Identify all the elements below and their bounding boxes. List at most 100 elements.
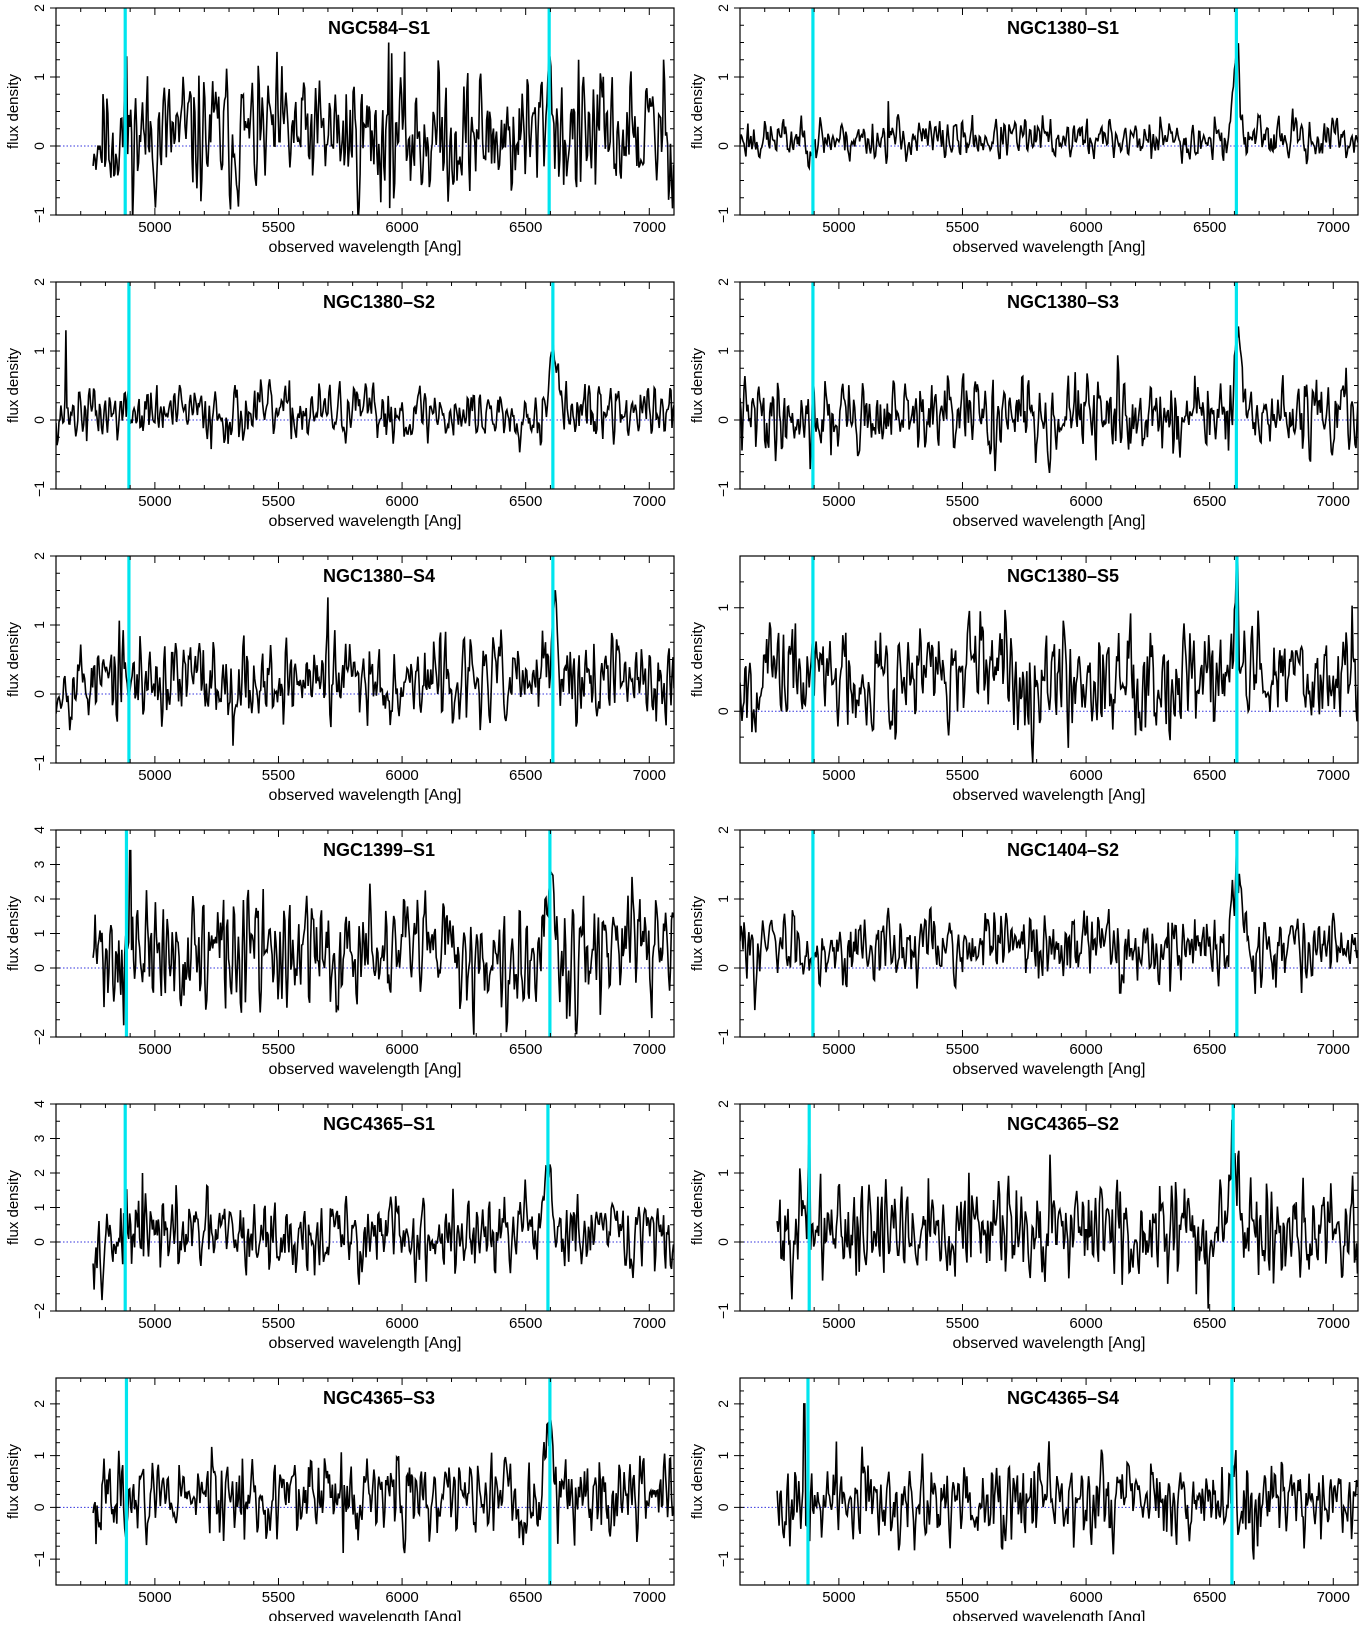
y-axis-label: flux density <box>689 621 706 697</box>
panel-title: NGC584–S1 <box>328 18 430 38</box>
x-axis-label: observed wavelength [Ang] <box>952 787 1145 804</box>
spectrum-line <box>740 851 1358 1011</box>
y-tick-label: 2 <box>715 826 731 834</box>
panel-3: 5000 5500 6000 6500 7000 −1 0 1 2 NGC1380–S2 obser… <box>5 278 675 530</box>
x-tick-label: 6500 <box>1193 767 1226 784</box>
x-tick-label: 6000 <box>385 493 418 510</box>
y-tick-label: 1 <box>715 347 731 355</box>
spectrum-line <box>776 1119 1358 1309</box>
y-axis-label: flux density <box>689 895 706 971</box>
y-tick-label: −1 <box>31 207 47 223</box>
x-tick-label: 6500 <box>1193 493 1226 510</box>
x-tick-label: 6000 <box>385 1589 418 1606</box>
x-tick-label: 7000 <box>1317 767 1350 784</box>
y-tick-label: 0 <box>31 416 47 424</box>
y-axis-label: flux density <box>5 621 22 697</box>
y-axis-label: flux density <box>5 1169 22 1245</box>
spectrum-line <box>92 1414 674 1554</box>
y-tick-label: 1 <box>31 1203 47 1211</box>
y-tick-label: 2 <box>715 4 731 12</box>
x-tick-label: 5000 <box>138 1041 171 1058</box>
panel-2: 5000 5500 6000 6500 7000 −1 0 1 2 NGC1380–S1 obser… <box>689 4 1359 256</box>
x-tick-label: 5000 <box>822 219 855 236</box>
x-axis-label: observed wavelength [Ang] <box>268 513 461 530</box>
y-tick-label: 2 <box>715 278 731 286</box>
x-tick-label: 5000 <box>822 1041 855 1058</box>
y-tick-label: 1 <box>31 929 47 937</box>
y-tick-label: 0 <box>715 142 731 150</box>
panel-8: 5000 5500 6000 6500 7000 −1 0 1 2 NGC1404–S2 obser… <box>689 826 1359 1078</box>
spectrum-line <box>56 330 674 453</box>
y-tick-label: 2 <box>715 1400 731 1408</box>
spectrum-line <box>740 556 1358 763</box>
panel-9: 5000 5500 6000 6500 7000 −2 0 1 2 3 4 NGC4365–S1 obs… <box>5 1100 675 1352</box>
x-tick-label: 7000 <box>633 1315 666 1332</box>
panel-title: NGC1380–S4 <box>323 566 435 586</box>
y-tick-label: 2 <box>31 1400 47 1408</box>
panel-1: 5000 5500 6000 6500 7000 −1 0 1 2 NGC584–S1 observ… <box>5 4 675 256</box>
x-tick-label: 6000 <box>385 767 418 784</box>
x-tick-label: 6000 <box>1069 219 1102 236</box>
plot-frame <box>739 7 1359 216</box>
panel-title: NGC1380–S2 <box>323 292 435 312</box>
y-tick-label: −1 <box>715 207 731 223</box>
y-tick-label: 2 <box>31 4 47 12</box>
y-tick-label: 0 <box>715 416 731 424</box>
x-tick-label: 7000 <box>633 493 666 510</box>
spectrum-line <box>56 590 674 746</box>
x-tick-label: 6500 <box>509 493 542 510</box>
x-tick-label: 7000 <box>1317 1315 1350 1332</box>
y-tick-label: 0 <box>715 707 731 715</box>
x-tick-label: 6000 <box>385 1041 418 1058</box>
x-axis-label: observed wavelength [Ang] <box>268 787 461 804</box>
x-tick-label: 5000 <box>822 493 855 510</box>
x-tick-label: 5000 <box>822 1315 855 1332</box>
x-axis-label: observed wavelength [Ang] <box>952 239 1145 256</box>
y-tick-label: −1 <box>715 481 731 497</box>
y-tick-label: 1 <box>715 1452 731 1460</box>
panel-12: 5000 5500 6000 6500 7000 −1 0 1 2 NGC4365–S4 obser… <box>689 1377 1359 1626</box>
x-tick-label: 5500 <box>946 1589 979 1606</box>
y-tick-label: 2 <box>715 1100 731 1108</box>
panel-title: NGC1399–S1 <box>323 840 435 860</box>
x-tick-label: 7000 <box>1317 1041 1350 1058</box>
y-tick-label: 4 <box>31 826 47 834</box>
y-tick-label: 0 <box>31 1503 47 1511</box>
y-tick-label: −2 <box>31 1303 47 1319</box>
x-tick-label: 5500 <box>262 767 295 784</box>
panel-title: NGC4365–S2 <box>1007 1114 1119 1134</box>
x-tick-label: 5000 <box>822 767 855 784</box>
x-tick-label: 5000 <box>138 1589 171 1606</box>
y-tick-label: 0 <box>31 142 47 150</box>
x-tick-label: 6000 <box>1069 1589 1102 1606</box>
panel-title: NGC4365–S3 <box>323 1388 435 1408</box>
x-tick-label: 6500 <box>509 219 542 236</box>
spectrum-line <box>92 42 674 215</box>
x-tick-label: 5000 <box>138 1315 171 1332</box>
x-axis-label: observed wavelength [Ang] <box>268 1609 461 1621</box>
x-tick-label: 5500 <box>946 1041 979 1058</box>
x-tick-label: 6500 <box>1193 219 1226 236</box>
panel-title: NGC4365–S1 <box>323 1114 435 1134</box>
y-tick-label: 1 <box>31 621 47 629</box>
x-tick-label: 5000 <box>138 219 171 236</box>
x-tick-label: 7000 <box>1317 493 1350 510</box>
x-tick-label: 5000 <box>138 493 171 510</box>
panel-10: 5000 5500 6000 6500 7000 −1 0 1 2 NGC4365–S2 obser… <box>689 1100 1359 1352</box>
x-tick-label: 5500 <box>946 767 979 784</box>
y-tick-label: 1 <box>715 895 731 903</box>
x-tick-label: 7000 <box>633 219 666 236</box>
x-tick-label: 6000 <box>385 1315 418 1332</box>
plot-frame <box>739 281 1359 490</box>
panel-11: 5000 5500 6000 6500 7000 −1 0 1 2 NGC4365–S3 obser… <box>5 1377 675 1626</box>
x-tick-label: 6500 <box>509 1041 542 1058</box>
y-axis-label: flux density <box>5 73 22 149</box>
spectrum-line <box>92 849 674 1035</box>
y-tick-label: 0 <box>31 964 47 972</box>
x-axis-label: observed wavelength [Ang] <box>952 1061 1145 1078</box>
y-tick-label: 1 <box>31 347 47 355</box>
y-axis-label: flux density <box>5 347 22 423</box>
y-tick-label: 2 <box>31 1169 47 1177</box>
